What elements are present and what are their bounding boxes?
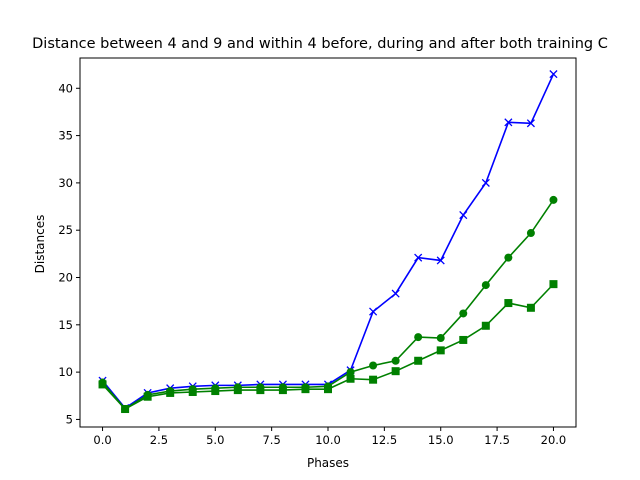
x-tick-label: 0.0 — [93, 433, 111, 447]
data-point — [391, 356, 400, 365]
series-line — [101, 73, 555, 410]
data-point — [526, 229, 535, 238]
x-tick-label: 7.5 — [262, 433, 280, 447]
data-point — [436, 334, 445, 343]
data-point — [369, 375, 378, 384]
series-line — [101, 199, 555, 411]
data-point — [459, 211, 468, 220]
x-axis: 0.0 2.5 5.0 7.5 10.0 12.5 15.0 17.5 20.0 — [93, 427, 566, 447]
data-point — [256, 386, 265, 395]
data-point — [504, 253, 513, 262]
x-tick-label: 12.5 — [372, 433, 398, 447]
x-axis-label: Phases — [307, 456, 349, 470]
data-point — [369, 307, 378, 316]
y-tick-label: 35 — [58, 129, 73, 143]
data-point — [481, 281, 490, 290]
series-1 — [98, 70, 558, 413]
chart-title: Distance between 4 and 9 and within 4 be… — [32, 36, 608, 52]
data-point — [391, 367, 400, 376]
x-tick-label: 10.0 — [315, 433, 341, 447]
data-point — [121, 405, 130, 414]
data-point — [414, 253, 423, 262]
data-point — [481, 321, 490, 330]
y-tick-label: 10 — [58, 365, 73, 379]
data-point — [414, 356, 423, 365]
x-tick-label: 20.0 — [541, 433, 567, 447]
plot-series — [98, 70, 558, 414]
y-tick-label: 5 — [66, 412, 73, 426]
data-point — [233, 386, 242, 395]
series-2 — [98, 195, 558, 414]
data-point — [549, 70, 558, 79]
data-point — [369, 361, 378, 370]
data-point — [391, 289, 400, 298]
data-point — [166, 388, 175, 397]
y-tick-label: 20 — [58, 271, 73, 285]
data-point — [459, 335, 468, 344]
series-3 — [98, 280, 558, 414]
y-tick-label: 30 — [58, 176, 73, 190]
data-point — [549, 195, 558, 204]
data-point — [549, 280, 558, 289]
data-point — [324, 385, 332, 394]
x-tick-label: 5.0 — [206, 433, 224, 447]
data-point — [188, 387, 197, 396]
data-point — [98, 380, 107, 389]
x-tick-label: 15.0 — [428, 433, 454, 447]
x-tick-label: 17.5 — [484, 433, 510, 447]
data-point — [504, 118, 513, 127]
data-point — [414, 333, 423, 342]
y-tick-label: 15 — [58, 318, 73, 332]
data-point — [481, 178, 490, 187]
y-tick-label: 40 — [58, 81, 73, 95]
data-point — [436, 346, 445, 355]
data-point — [301, 385, 310, 394]
data-point — [526, 119, 535, 128]
data-point — [526, 303, 535, 312]
data-point — [278, 386, 287, 395]
x-tick-label: 2.5 — [150, 433, 168, 447]
y-tick-label: 25 — [58, 223, 73, 237]
data-point — [346, 368, 355, 377]
y-axis: 5 10 15 20 25 30 35 40 — [58, 81, 80, 426]
data-point — [346, 374, 355, 383]
y-axis-label: Distances — [33, 215, 47, 274]
data-point — [436, 256, 445, 265]
data-point — [504, 299, 513, 308]
data-point — [143, 392, 152, 401]
data-point — [211, 387, 220, 396]
data-point — [459, 309, 468, 318]
plot-frame — [79, 57, 577, 428]
